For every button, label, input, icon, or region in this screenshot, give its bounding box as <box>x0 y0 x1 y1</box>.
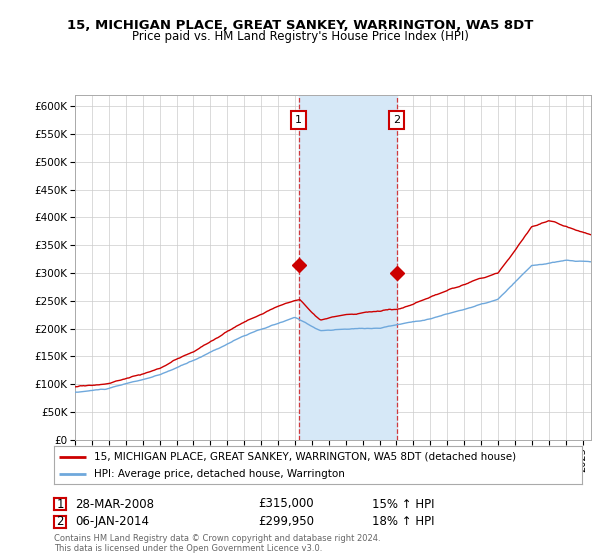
Text: £299,950: £299,950 <box>258 515 314 529</box>
Text: 15, MICHIGAN PLACE, GREAT SANKEY, WARRINGTON, WA5 8DT: 15, MICHIGAN PLACE, GREAT SANKEY, WARRIN… <box>67 18 533 32</box>
Text: 28-MAR-2008: 28-MAR-2008 <box>75 497 154 511</box>
Text: 18% ↑ HPI: 18% ↑ HPI <box>372 515 434 529</box>
Text: 1: 1 <box>56 497 64 511</box>
Bar <box>299 95 397 440</box>
Text: 15% ↑ HPI: 15% ↑ HPI <box>372 497 434 511</box>
Text: 1: 1 <box>295 115 302 125</box>
Text: 2: 2 <box>56 515 64 529</box>
Text: Price paid vs. HM Land Registry's House Price Index (HPI): Price paid vs. HM Land Registry's House … <box>131 30 469 43</box>
Text: 2: 2 <box>393 115 400 125</box>
Text: 15, MICHIGAN PLACE, GREAT SANKEY, WARRINGTON, WA5 8DT (detached house): 15, MICHIGAN PLACE, GREAT SANKEY, WARRIN… <box>94 452 516 462</box>
Text: Contains HM Land Registry data © Crown copyright and database right 2024.
This d: Contains HM Land Registry data © Crown c… <box>54 534 380 553</box>
Text: £315,000: £315,000 <box>258 497 314 511</box>
Text: HPI: Average price, detached house, Warrington: HPI: Average price, detached house, Warr… <box>94 469 344 479</box>
Text: 06-JAN-2014: 06-JAN-2014 <box>75 515 149 529</box>
